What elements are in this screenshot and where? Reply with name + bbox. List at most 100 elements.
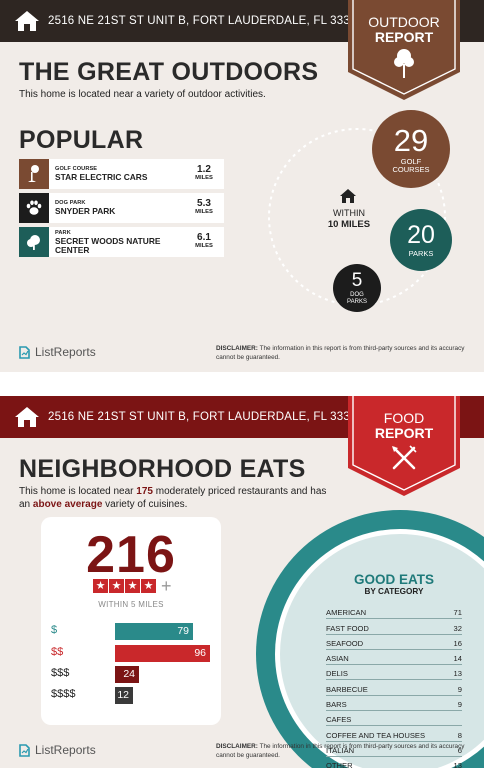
parks-count: 20 <box>407 220 435 249</box>
price-tier-label: $ <box>51 624 58 636</box>
category-count: 32 <box>453 623 462 633</box>
star-icon: ★ <box>141 579 156 593</box>
price-tier-bar: 96 <box>115 645 210 662</box>
popular-item-distance: 1.2 <box>197 164 211 175</box>
category-row: CAFES <box>326 711 462 727</box>
price-tier-bar: 12 <box>115 687 133 704</box>
golf-courses-label-2: COURSES <box>392 164 430 174</box>
category-count: 14 <box>453 654 462 664</box>
outdoor-address: 2516 NE 21ST ST UNIT B, FORT LAUDERDALE,… <box>48 15 364 27</box>
category-count: 71 <box>453 608 462 618</box>
food-badge-line1: FOOD <box>383 410 425 426</box>
dog-parks-label-2: PARKS <box>347 298 367 305</box>
food-subtitle: This home is located near 175 moderately… <box>19 485 339 511</box>
star-icon: ★ <box>109 579 124 593</box>
fork-knife-icon <box>392 445 417 470</box>
golf-icon <box>19 159 49 189</box>
price-tier-row: $$ 96 <box>51 645 221 662</box>
within-5-miles: WITHIN 5 MILES <box>98 600 164 609</box>
category-row: ASIAN 14 <box>326 650 462 666</box>
category-name: ASIAN <box>326 654 349 664</box>
good-eats-subtitle: BY CATEGORY <box>364 587 424 596</box>
category-name: OTHER <box>326 761 353 768</box>
category-count: 9 <box>457 700 462 710</box>
food-subtitle-pre: This home is located near <box>19 486 137 497</box>
popular-item-category: GOLF COURSE <box>55 166 98 173</box>
price-tier-row: $$$ 24 <box>51 666 221 683</box>
popular-item-park: PARK SECRET WOODS NATURE CENTER 6.1 MILE… <box>19 227 224 257</box>
category-row: BARS 9 <box>326 696 462 712</box>
golf-courses-count-circle: 29 GOLF COURSES <box>372 110 450 188</box>
star-icon: ★ <box>93 579 108 593</box>
food-address: 2516 NE 21ST ST UNIT B, FORT LAUDERDALE,… <box>48 411 364 423</box>
radius-ring <box>268 128 446 306</box>
popular-item-category: DOG PARK <box>55 200 86 207</box>
popular-list: GOLF COURSE STAR ELECTRIC CARS 1.2 MILES… <box>19 159 224 261</box>
popular-item-name: SNYDER PARK <box>55 206 116 217</box>
food-subtitle-mid: moderately priced restaurants and has an <box>19 486 327 510</box>
popular-heading: POPULAR <box>19 126 144 154</box>
food-title: NEIGHBORHOOD EATS <box>19 455 306 483</box>
star-rating: ★ ★ ★ ★ + <box>93 577 172 595</box>
popular-item-name: SECRET WOODS NATURE CENTER <box>55 235 161 255</box>
listreports-logo-icon <box>19 743 30 757</box>
price-tier-label: $$$$ <box>51 688 76 700</box>
category-row: DELIS 13 <box>326 665 462 681</box>
category-row: COFFEE AND TEA HOUSES 8 <box>326 726 462 742</box>
category-count: 13 <box>453 761 462 768</box>
category-name: BARS <box>326 700 347 710</box>
popular-item-distance: 5.3 <box>197 198 211 209</box>
category-count: 8 <box>457 730 462 740</box>
price-tier-count: 24 <box>123 668 135 680</box>
outdoor-subtitle: This home is located near a variety of o… <box>19 89 266 100</box>
category-name: SEAFOOD <box>326 638 364 648</box>
category-row: OTHER 13 <box>326 757 462 768</box>
tree-icon <box>394 49 414 78</box>
golf-courses-count: 29 <box>393 122 429 158</box>
price-tier-row: $$$$ 12 <box>51 687 221 704</box>
category-name: CAFES <box>326 715 352 725</box>
food-disclaimer: DISCLAIMER: The information in this repo… <box>216 743 471 760</box>
listreports-logo-text: ListReports <box>35 345 96 359</box>
category-count: 6 <box>457 745 462 755</box>
popular-item-name: STAR ELECTRIC CARS <box>55 172 148 183</box>
category-name: DELIS <box>326 669 348 679</box>
disclaimer-text: The information in this report is from t… <box>216 743 465 759</box>
category-row: SEAFOOD 16 <box>326 635 462 650</box>
listreports-logo: ListReports <box>18 743 96 757</box>
popular-item-dog-park: DOG PARK SNYDER PARK 5.3 MILES <box>19 193 224 223</box>
popular-item-unit: MILES <box>195 209 213 215</box>
price-tier-count: 79 <box>177 625 189 637</box>
food-badge-line2: REPORT <box>374 425 434 441</box>
within-distance: 10 MILES <box>327 219 371 230</box>
category-count: 16 <box>453 638 462 648</box>
paw-icon <box>19 193 49 223</box>
outdoor-disclaimer: DISCLAIMER: The information in this repo… <box>216 345 471 362</box>
dog-parks-count: 5 <box>351 270 363 292</box>
food-subtitle-post: variety of cuisines. <box>102 499 188 510</box>
popular-item-golf: GOLF COURSE STAR ELECTRIC CARS 1.2 MILES <box>19 159 224 189</box>
category-name: ITALIAN <box>326 745 355 755</box>
price-tier-bar: 79 <box>115 623 193 640</box>
home-icon <box>15 11 39 31</box>
category-name: FAST FOOD <box>326 623 369 633</box>
category-row: BARBECUE 9 <box>326 680 462 696</box>
outdoor-badge-line1: OUTDOOR <box>368 14 440 30</box>
disclaimer-text: The information in this report is from t… <box>216 345 465 361</box>
category-row: ITALIAN 6 <box>326 742 462 757</box>
home-icon <box>340 189 356 203</box>
category-row: FAST FOOD 32 <box>326 619 462 635</box>
restaurant-summary-card: 216 ★ ★ ★ ★ + WITHIN 5 MILES $79 $$ 96 $$$ 2… <box>41 517 221 725</box>
good-eats-circle <box>256 510 484 768</box>
listreports-logo: ListReports <box>18 345 96 359</box>
category-name: AMERICAN <box>326 608 367 618</box>
price-tier-count: 96 <box>194 647 206 659</box>
price-tier-row: $79 <box>51 623 221 640</box>
category-name: BARBECUE <box>326 684 368 694</box>
disclaimer-label: DISCLAIMER: <box>216 743 258 750</box>
disclaimer-label: DISCLAIMER: <box>216 345 258 352</box>
outdoor-badge-line2: REPORT <box>374 29 434 45</box>
variety-rating: above average <box>32 499 103 510</box>
popular-item-unit: MILES <box>195 243 213 249</box>
category-list: AMERICAN 71 FAST FOOD 32 SEAFOOD 16 ASIAN 14 DEL… <box>326 604 462 768</box>
